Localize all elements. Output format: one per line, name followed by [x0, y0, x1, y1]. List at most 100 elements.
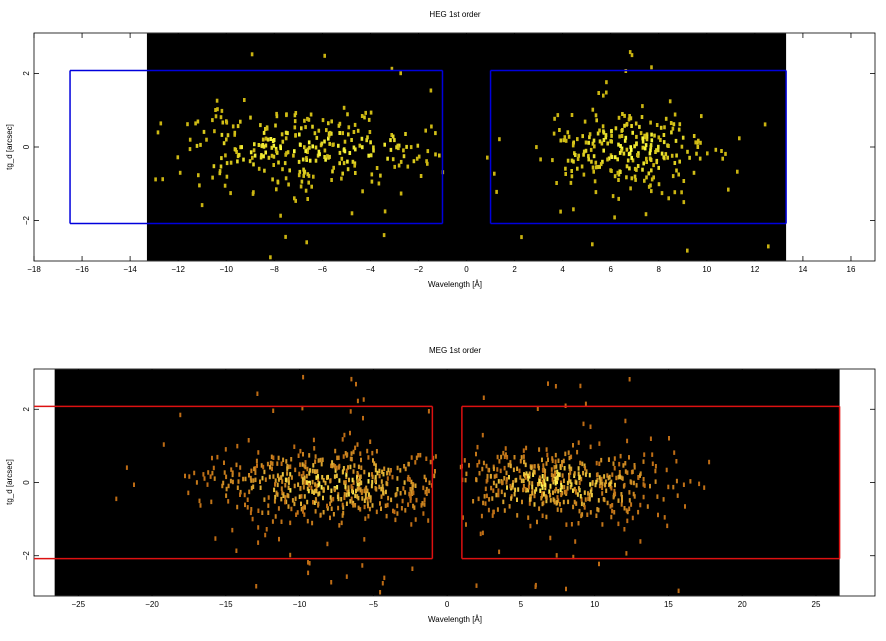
meg-event-point [475, 477, 478, 483]
meg-event-point [302, 470, 305, 476]
meg-event-point [584, 466, 587, 471]
heg-title: HEG 1st order [429, 10, 480, 19]
meg-event-point [362, 397, 365, 402]
meg-event-point [281, 472, 284, 477]
meg-event-point [179, 412, 182, 418]
meg-event-point [528, 497, 531, 502]
heg-event-point [580, 164, 584, 169]
meg-event-point [492, 488, 495, 493]
meg-event-point [330, 580, 333, 585]
meg-event-point [642, 459, 645, 464]
meg-event-point [415, 497, 418, 503]
heg-event-point [699, 140, 702, 145]
heg-event-point [367, 153, 370, 158]
meg-event-point [386, 476, 389, 481]
heg-event-point [229, 160, 233, 165]
heg-event-point [195, 143, 199, 148]
meg-event-point [301, 405, 304, 411]
meg-event-point [285, 499, 288, 505]
meg-event-point [287, 504, 290, 509]
meg-event-point [414, 517, 417, 522]
meg-event-point [274, 494, 277, 500]
meg-event-point [589, 510, 592, 515]
meg-event-point [382, 471, 385, 477]
meg-event-point [587, 491, 589, 496]
meg-event-point [248, 489, 251, 495]
meg-event-point [513, 492, 516, 497]
meg-event-point [345, 472, 348, 477]
heg-event-point [635, 134, 638, 139]
meg-event-point [520, 455, 523, 460]
meg-event-point [267, 510, 270, 515]
heg-event-point [681, 135, 685, 140]
meg-event-point [267, 503, 270, 508]
heg-event-point [641, 104, 644, 109]
heg-event-point [594, 160, 598, 165]
meg-event-point [505, 480, 508, 485]
meg-event-point [639, 473, 641, 478]
meg-event-point [305, 474, 308, 479]
meg-event-point [309, 468, 312, 473]
heg-event-point [261, 137, 265, 142]
heg-event-point [587, 157, 590, 162]
heg-event-point [649, 120, 652, 125]
heg-event-point [298, 169, 302, 174]
meg-event-point [534, 584, 537, 589]
meg-event-point [427, 488, 430, 494]
meg-event-point [492, 509, 495, 515]
meg-event-point [300, 474, 303, 479]
meg-event-point [580, 513, 583, 519]
heg-x-tick-label: 2 [512, 265, 517, 274]
meg-event-point [326, 541, 329, 547]
meg-event-point [302, 509, 304, 514]
meg-event-point [512, 467, 515, 473]
meg-event-point [371, 450, 374, 456]
meg-event-point [370, 483, 373, 489]
meg-event-point [578, 475, 581, 481]
meg-event-point [396, 465, 399, 471]
heg-event-point [266, 137, 270, 142]
meg-event-point [281, 490, 284, 496]
meg-event-point [598, 483, 601, 489]
heg-event-point [293, 149, 296, 154]
heg-event-point [636, 164, 640, 168]
meg-event-point [293, 483, 296, 489]
meg-event-point [639, 539, 642, 544]
meg-event-point [576, 449, 579, 455]
meg-event-point [459, 464, 462, 470]
meg-event-point [582, 470, 585, 476]
heg-event-point [264, 150, 267, 155]
meg-event-point [500, 489, 503, 495]
heg-event-point [638, 124, 641, 129]
meg-event-point [708, 459, 711, 465]
meg-event-point [577, 471, 580, 476]
heg-event-point [229, 191, 232, 196]
meg-x-tick-label: 25 [812, 600, 821, 609]
heg-event-point [692, 134, 696, 138]
heg-event-point [643, 146, 647, 151]
meg-event-point [351, 477, 354, 483]
heg-event-point [670, 153, 674, 158]
meg-event-point [542, 463, 545, 468]
meg-event-point [536, 406, 539, 411]
heg-event-point [617, 196, 620, 201]
meg-event-point [631, 469, 634, 474]
meg-event-point [335, 473, 338, 479]
meg-event-point [366, 501, 369, 506]
heg-x-tick-label: −16 [75, 265, 89, 274]
meg-event-point [282, 457, 285, 463]
heg-event-point [306, 197, 309, 201]
heg-event-point [618, 150, 622, 155]
meg-event-point [637, 509, 640, 515]
heg-event-point [667, 196, 670, 201]
meg-event-point [357, 495, 360, 501]
meg-event-point [479, 531, 482, 537]
meg-event-point [517, 487, 520, 492]
meg-event-point [628, 377, 631, 382]
heg-event-point [654, 150, 657, 154]
meg-y-tick-label: 2 [22, 407, 31, 412]
meg-event-point [306, 466, 309, 472]
heg-event-point [281, 139, 285, 144]
meg-event-point [381, 484, 384, 489]
meg-event-point [386, 470, 389, 476]
